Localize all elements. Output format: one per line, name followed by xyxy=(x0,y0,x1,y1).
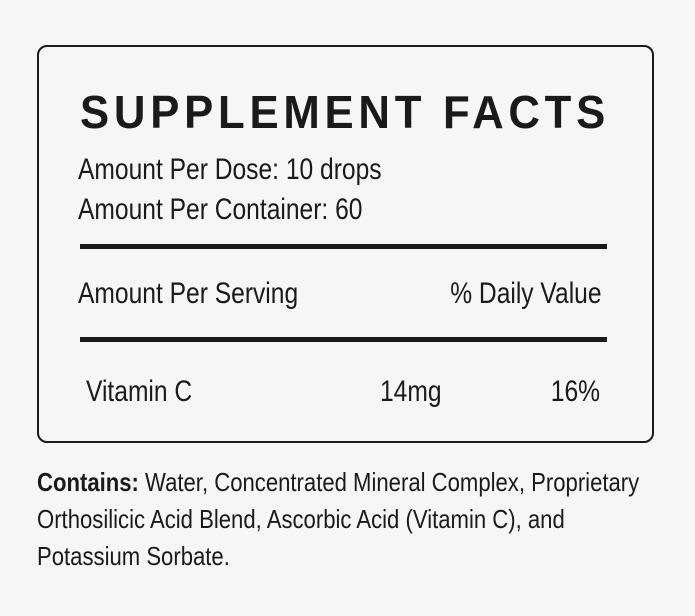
ingredients: Water, Concentrated Mineral Complex, Pro… xyxy=(37,467,640,571)
contains-text: Contains: Water, Concentrated Mineral Co… xyxy=(37,464,666,575)
nutrient-dv: 16% xyxy=(550,375,600,408)
supplement-facts-panel: SUPPLEMENT FACTS Amount Per Dose: 10 dro… xyxy=(37,45,654,443)
divider xyxy=(80,244,607,249)
serving-header: Amount Per Serving xyxy=(78,277,299,310)
divider xyxy=(80,337,607,342)
contains-label: Contains: xyxy=(37,467,139,497)
dv-header: % Daily Value xyxy=(450,277,602,310)
nutrient-amount: 14mg xyxy=(380,375,442,408)
container-text: Amount Per Container: 60 xyxy=(78,193,363,226)
nutrient-name: Vitamin C xyxy=(86,375,193,408)
dose-text: Amount Per Dose: 10 drops xyxy=(78,153,382,186)
panel-title: SUPPLEMENT FACTS xyxy=(80,86,611,138)
